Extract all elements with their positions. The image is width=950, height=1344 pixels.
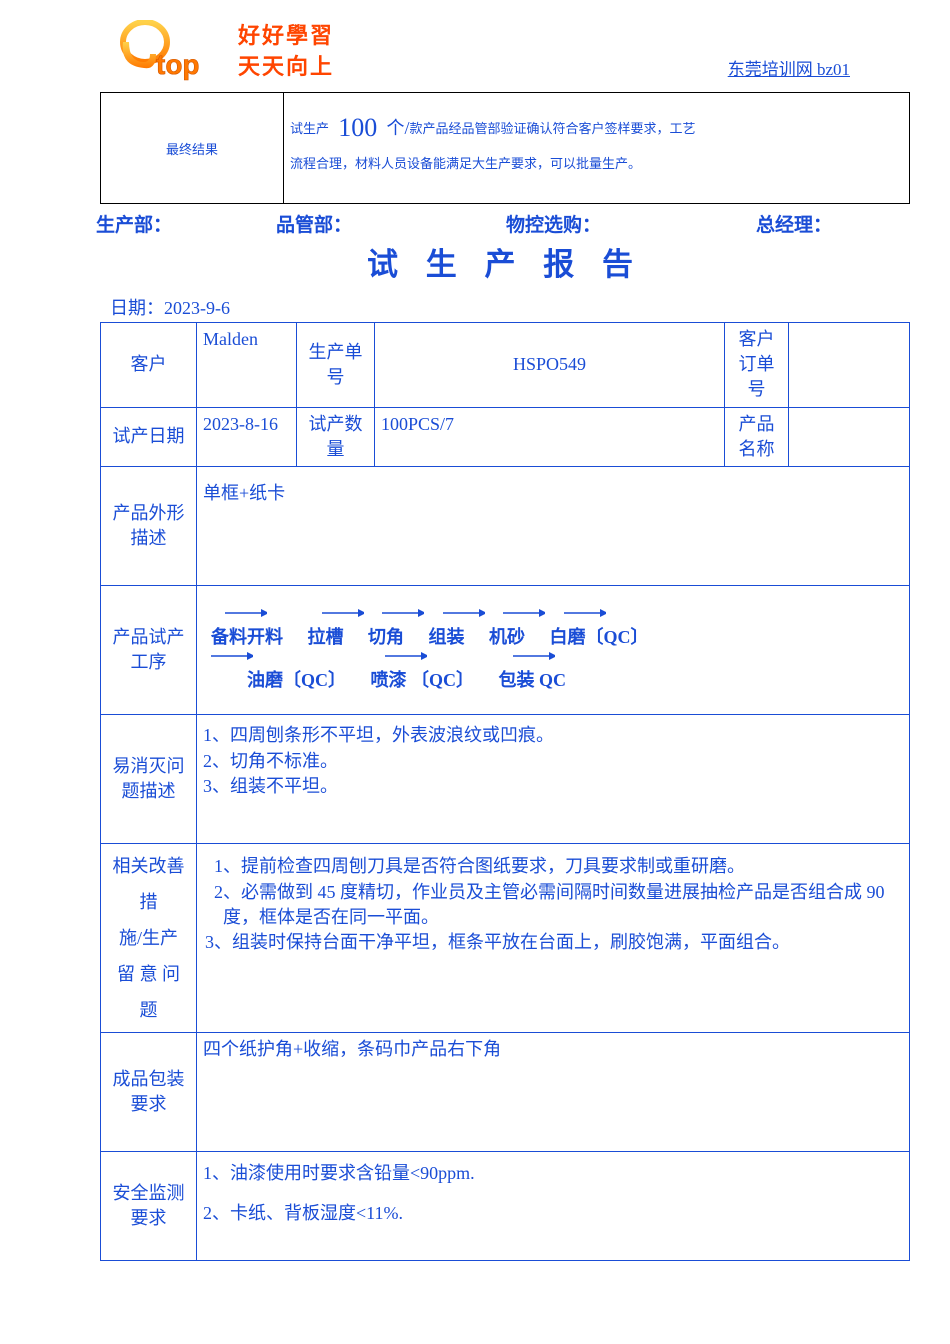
lbl-product-name: 产品名称 bbox=[725, 407, 789, 466]
improve-1: 1、提前检查四周刨刀具是否符合图纸要求，刀具要求制或重研磨。 bbox=[214, 856, 745, 876]
logo: top 好好學習 天天向上 bbox=[120, 20, 334, 84]
val-shape: 单框+纸卡 bbox=[197, 466, 910, 585]
lbl-prod-no: 生产单号 bbox=[297, 323, 375, 408]
lbl-issues: 易消灭问题描述 bbox=[101, 715, 197, 844]
lbl-process: 产品试产工序 bbox=[101, 585, 197, 714]
final-prefix: 试生产 bbox=[290, 121, 329, 136]
val-prod-no-text: HSPO549 bbox=[513, 354, 586, 374]
final-count: 100 bbox=[332, 113, 383, 142]
improve-2c: 度，框体是否在同一平面。 bbox=[223, 907, 439, 927]
lbl-safety: 安全监测要求 bbox=[101, 1152, 197, 1261]
lbl-trial-date: 试产日期 bbox=[101, 407, 197, 466]
val-process: 备料开料 拉槽 切角 组装 机砂 白磨〔QC〕 油磨〔QC〕 喷漆 〔QC〕 包… bbox=[197, 585, 910, 714]
report-table: 客户 Malden 生产单号 HSPO549 客户订单号 试产日期 2023-8… bbox=[100, 322, 910, 1261]
step-6-qc: QC bbox=[604, 627, 631, 647]
final-result-table: 最终结果 试生产 100 个/款产品经品管部验证确认符合客户签样要求，工艺 流程… bbox=[100, 92, 910, 204]
safety-2b: <11%. bbox=[356, 1203, 403, 1223]
approver-qc: 品管部： bbox=[276, 210, 506, 237]
report-title: 试 生 产 报 告 bbox=[100, 239, 910, 284]
lbl-trial-qty: 试产数量 bbox=[297, 407, 375, 466]
approver-material: 物控选购： bbox=[506, 210, 756, 237]
lbl-improve-1: 相关改善措 bbox=[113, 856, 185, 912]
safety-1a: 1、油漆使用时要求含铅量 bbox=[203, 1163, 410, 1183]
step-7-qc: QC bbox=[301, 670, 328, 690]
safety-1b: <90ppm. bbox=[410, 1163, 475, 1183]
val-customer: Malden bbox=[197, 323, 297, 408]
lbl-improve-2: 施/生产 bbox=[119, 928, 178, 948]
step-8-qc: QC bbox=[429, 670, 456, 690]
improve-2b: 度精切，作业员及主管必需间隔时间数量进展抽检产品是否组合成 bbox=[336, 882, 867, 902]
val-issues: 1、四周刨条形不平坦，外表波浪纹或凹痕。 2、切角不标准。 3、组装不平坦。 bbox=[197, 715, 910, 844]
lbl-customer: 客户 bbox=[101, 323, 197, 408]
val-order-no bbox=[789, 323, 910, 408]
improve-2a: 2、必需做到 bbox=[214, 882, 318, 902]
final-unit: 个/ bbox=[387, 118, 410, 138]
lbl-trial-date-text: 试产日期 bbox=[113, 426, 185, 446]
val-trial-qty: 100PCS/7 bbox=[375, 407, 725, 466]
approvers-row: 生产部： 品管部： 物控选购： 总经理： bbox=[96, 210, 910, 237]
logo-line2: 天天向上 bbox=[238, 52, 334, 83]
final-line2: 流程合理，材料人员设备能满足大生产要求，可以批量生产。 bbox=[290, 156, 641, 171]
issue-2: 2、切角不标准。 bbox=[203, 751, 338, 771]
improve-2-num2: 90 bbox=[867, 882, 885, 902]
issue-1: 1、四周刨条形不平坦，外表波浪纹或凹痕。 bbox=[203, 725, 554, 745]
packaging-text: 四个纸护角+收缩，条码巾产品右下角 bbox=[203, 1039, 501, 1059]
step-7c: 〕 bbox=[328, 670, 346, 690]
val-product-name bbox=[789, 407, 910, 466]
approver-production: 生产部： bbox=[96, 210, 276, 237]
final-line1: 款产品经品管部验证确认符合客户签样要求，工艺 bbox=[410, 121, 696, 136]
step-6c: 〕 bbox=[631, 627, 649, 647]
logo-icon: top bbox=[120, 20, 230, 84]
improve-2-num1: 45 bbox=[318, 882, 336, 902]
val-trial-qty-text: 100PCS/7 bbox=[381, 414, 454, 434]
lbl-improve: 相关改善措 施/生产 留 意 问 题 bbox=[101, 844, 197, 1033]
val-trial-date: 2023-8-16 bbox=[197, 407, 297, 466]
step-8c: 〕 bbox=[456, 670, 474, 690]
lbl-order-no: 客户订单号 bbox=[725, 323, 789, 408]
val-packaging: 四个纸护角+收缩，条码巾产品右下角 bbox=[197, 1033, 910, 1152]
val-safety: 1、油漆使用时要求含铅量<90ppm. 2、卡纸、背板湿度<11%. bbox=[197, 1152, 910, 1261]
val-trial-date-text: 2023-8-16 bbox=[203, 414, 278, 434]
site-ref: 东莞培训网 bz01 bbox=[728, 55, 910, 84]
improve-3: 3、组装时保持台面干净平坦，框条平放在台面上，刷胶饱满，平面组合。 bbox=[205, 932, 790, 952]
issue-3: 3、组装不平坦。 bbox=[203, 776, 338, 796]
val-shape-text: 单框+纸卡 bbox=[203, 483, 285, 503]
approver-gm: 总经理： bbox=[756, 210, 910, 237]
date-line: 日期：2023-9-6 bbox=[110, 294, 910, 320]
lbl-shape: 产品外形描述 bbox=[101, 466, 197, 585]
lbl-packaging: 成品包装要求 bbox=[101, 1033, 197, 1152]
safety-2a: 2、卡纸、背板湿度 bbox=[203, 1203, 356, 1223]
step-7a: 油磨〔 bbox=[247, 670, 301, 690]
logo-text: 好好學習 天天向上 bbox=[238, 21, 334, 83]
svg-text:top: top bbox=[156, 49, 200, 80]
final-content: 试生产 100 个/款产品经品管部验证确认符合客户签样要求，工艺 流程合理，材料… bbox=[284, 93, 910, 204]
val-customer-text: Malden bbox=[203, 329, 258, 349]
val-improve: 1、提前检查四周刨刀具是否符合图纸要求，刀具要求制或重研磨。 2、必需做到 45… bbox=[197, 844, 910, 1033]
val-prod-no: HSPO549 bbox=[375, 323, 725, 408]
logo-line1: 好好學習 bbox=[238, 21, 334, 52]
header: top 好好學習 天天向上 东莞培训网 bz01 bbox=[100, 20, 910, 84]
lbl-improve-3: 留 意 问 题 bbox=[117, 964, 180, 1020]
final-label: 最终结果 bbox=[101, 93, 284, 204]
